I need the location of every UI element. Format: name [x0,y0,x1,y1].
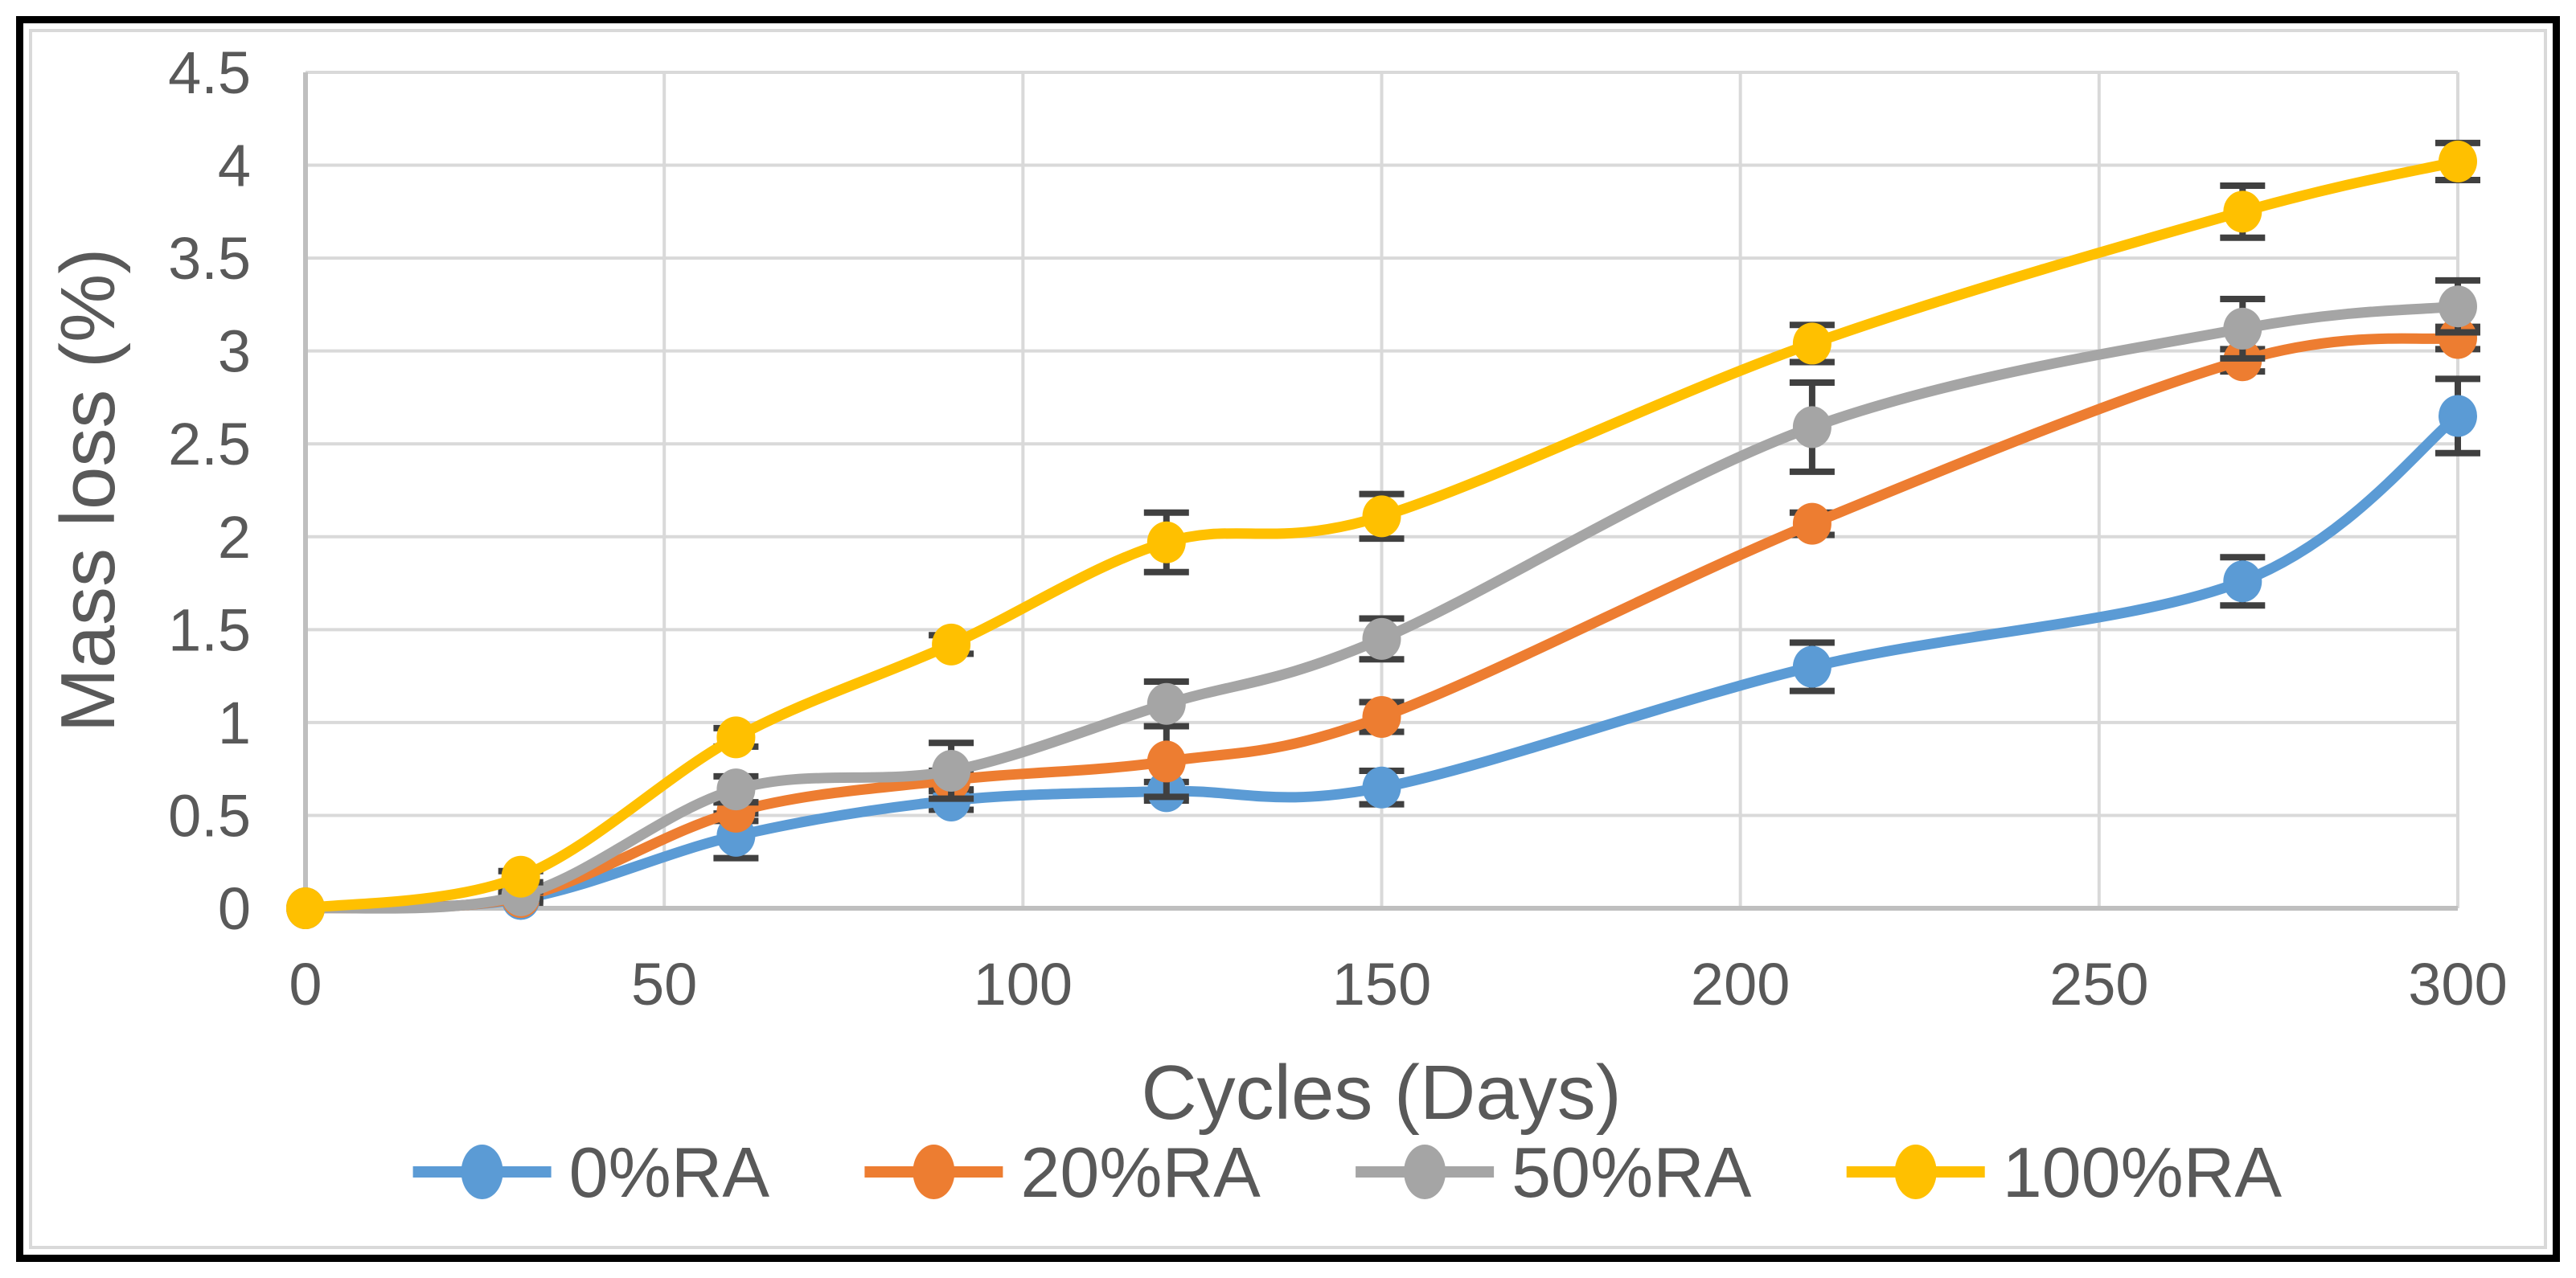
data-point-50%RA [1792,406,1832,449]
series-line-50%RA [300,301,2463,914]
data-point-50%RA [932,749,971,792]
y-tick-label: 1 [218,690,251,756]
data-point-20%RA [1362,695,1401,738]
legend-label: 20%RA [1020,1133,1261,1212]
x-tick-label: 100 [974,951,1073,1018]
series-50%RA [286,276,2480,929]
data-point-0%RA [2439,395,2477,437]
chart-area-border [29,29,2547,1249]
series-line-100%RA [300,156,2463,914]
legend: 0%RA 20%RA 50%RA 100%RA [412,1133,2283,1212]
legend-marker-dot [1404,1145,1446,1199]
x-tick-label: 250 [2049,951,2148,1018]
data-point-100%RA [2223,190,2262,233]
y-tick-label: 2 [218,504,251,571]
data-point-100%RA [1792,322,1832,365]
legend-label: 0%RA [569,1133,770,1212]
y-tick-label: 3 [218,318,251,385]
series-100%RA [286,139,2480,929]
y-tick-label: 4.5 [168,39,251,106]
legend-item-20%RA: 20%RA [864,1133,1261,1212]
legend-marker-dot [913,1145,955,1199]
axis-lines [303,72,2458,911]
legend-label: 50%RA [1512,1133,1752,1212]
x-tick-label: 0 [289,951,322,1018]
data-point-50%RA [2223,307,2262,350]
data-point-50%RA [2439,285,2477,328]
data-point-100%RA [2439,140,2477,182]
y-tick-label: 4 [218,133,251,199]
series-line-0%RA [300,411,2463,914]
data-point-100%RA [932,623,971,666]
x-axis-title: Cycles (Days) [1141,1050,1621,1136]
data-point-20%RA [1146,740,1186,783]
y-tick-label: 3.5 [168,225,251,292]
y-axis-title: Mass loss (%) [45,248,131,733]
data-point-100%RA [1362,495,1401,538]
data-point-20%RA [1792,502,1832,545]
y-tick-label: 0.5 [168,782,251,849]
x-tick-labels: 0 50 100 150 200 250 300 [289,951,2507,1018]
legend-marker-dot [461,1145,503,1199]
legend-item-0%RA: 0%RA [412,1133,770,1212]
chart-outer-border [16,16,2560,1262]
data-point-100%RA [286,887,325,929]
legend-item-50%RA: 50%RA [1356,1133,1752,1212]
data-point-0%RA [2223,560,2262,603]
data-point-50%RA [1146,682,1186,725]
x-tick-label: 300 [2408,951,2507,1018]
x-tick-label: 50 [631,951,697,1018]
data-point-100%RA [716,716,756,759]
series-line-20%RA [300,333,2463,914]
data-point-0%RA [1362,766,1401,809]
y-tick-label: 1.5 [168,596,251,663]
legend-marker-dot [1894,1145,1937,1199]
legend-item-100%RA: 100%RA [1846,1133,2283,1212]
legend-label: 100%RA [2003,1133,2283,1212]
y-tick-label: 0 [218,875,251,942]
data-point-100%RA [1146,521,1186,563]
y-tick-label: 2.5 [168,411,251,477]
data-point-50%RA [1362,617,1401,660]
x-tick-label: 200 [1691,951,1790,1018]
data-point-100%RA [501,855,540,898]
data-point-20%RA [2439,317,2477,359]
data-point-0%RA [1792,645,1832,688]
series-layer [286,139,2480,929]
data-point-50%RA [716,768,756,811]
x-tick-label: 150 [1332,951,1431,1018]
y-tick-labels: 0 0.5 1 1.5 2 2.5 3 3.5 4 4.5 [168,39,251,942]
